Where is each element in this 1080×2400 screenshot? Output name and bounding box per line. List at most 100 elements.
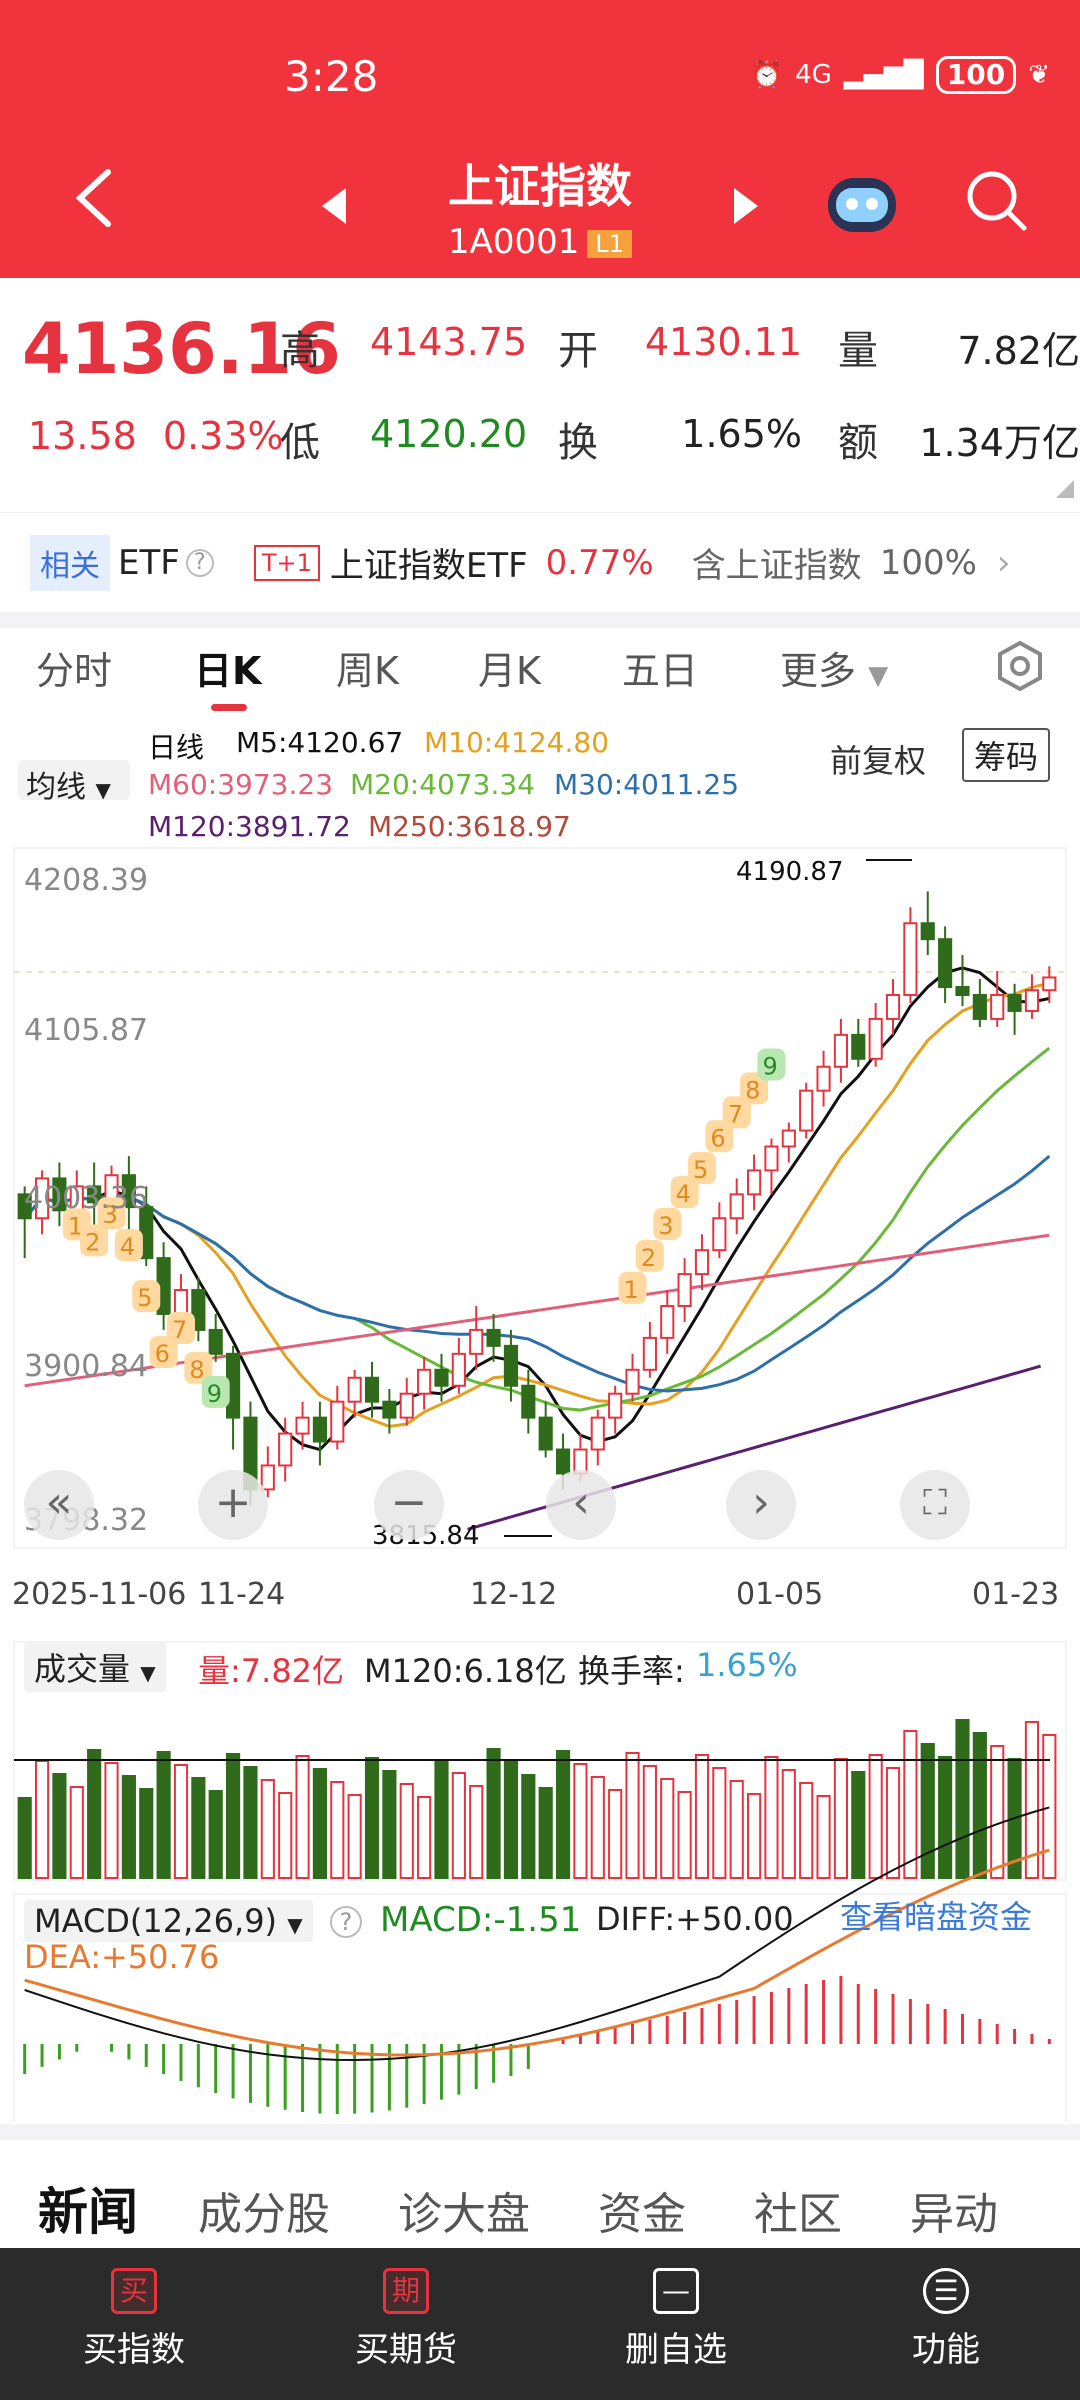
tab-five-day[interactable]: 五日 bbox=[622, 649, 699, 693]
candle bbox=[434, 1368, 449, 1387]
volume-bar bbox=[469, 1785, 484, 1879]
t1-badge: T+1 bbox=[253, 544, 320, 581]
adjust-mode[interactable]: 前复权 bbox=[830, 742, 927, 780]
leaf-icon: ❦ bbox=[1028, 60, 1050, 90]
td-marker-number: 1 bbox=[68, 1212, 83, 1240]
td-marker-number: 7 bbox=[728, 1100, 743, 1128]
volume-bar bbox=[521, 1774, 536, 1879]
volume-bar bbox=[816, 1795, 831, 1879]
tab-intraday[interactable]: 分时 bbox=[36, 649, 113, 693]
rewind-button[interactable]: « bbox=[24, 1470, 94, 1540]
settings-icon[interactable] bbox=[994, 640, 1046, 692]
candle bbox=[469, 1328, 484, 1355]
candle bbox=[521, 1384, 536, 1419]
next-stock-icon[interactable] bbox=[732, 186, 762, 226]
stock-code-row: 1A0001 L1 bbox=[0, 222, 1080, 262]
td-marker-number: 4 bbox=[676, 1180, 691, 1208]
tab-weekly-k[interactable]: 周K bbox=[336, 649, 399, 693]
ma-line-label: 日线 bbox=[148, 731, 205, 764]
volume-selector[interactable]: 成交量 ▼ bbox=[24, 1642, 166, 1692]
buy-futures-button[interactable]: 期买期货 bbox=[306, 2262, 506, 2371]
candle bbox=[903, 922, 918, 996]
macd-help-icon[interactable]: ? bbox=[330, 1906, 362, 1938]
candle bbox=[642, 1336, 657, 1371]
volume-bar bbox=[69, 1786, 84, 1879]
fullscreen-button[interactable]: ⛶ bbox=[900, 1470, 970, 1540]
tab-monthly-k[interactable]: 月K bbox=[478, 649, 541, 693]
td-marker-bg bbox=[635, 1239, 664, 1272]
volume-bar bbox=[660, 1778, 675, 1879]
back-arrow-icon[interactable] bbox=[70, 168, 120, 228]
candle bbox=[451, 1352, 466, 1387]
stock-code: 1A0001 bbox=[447, 222, 580, 262]
td-marker-number: 6 bbox=[710, 1124, 725, 1152]
zoom-in-button[interactable]: + bbox=[198, 1470, 268, 1540]
tab-movement[interactable]: 异动 bbox=[910, 2189, 998, 2240]
buy-index-button[interactable]: 买买指数 bbox=[34, 2262, 234, 2371]
help-icon[interactable]: ? bbox=[185, 548, 214, 577]
prev-stock-icon[interactable] bbox=[318, 186, 348, 226]
candle bbox=[191, 1289, 206, 1331]
td-marker-number: 8 bbox=[189, 1356, 204, 1384]
tab-news[interactable]: 新闻 bbox=[38, 2183, 138, 2241]
high-marker: 4190.87 bbox=[736, 857, 844, 887]
y-label-4: 3900.84 bbox=[24, 1349, 148, 1384]
td-marker-bg bbox=[184, 1351, 213, 1384]
candle bbox=[833, 1033, 848, 1068]
volume-bar bbox=[417, 1796, 432, 1879]
zoom-out-button[interactable]: − bbox=[374, 1470, 444, 1540]
scroll-right-button[interactable]: › bbox=[726, 1470, 796, 1540]
volume-bar bbox=[955, 1719, 970, 1879]
td-marker-number: 7 bbox=[172, 1316, 187, 1344]
ma-selector[interactable]: 均线 ▼ bbox=[18, 760, 130, 805]
x-label-4: 01-05 bbox=[736, 1577, 823, 1612]
td-marker-number: 9 bbox=[762, 1053, 777, 1081]
signal-icon: ▂▄▆█ bbox=[843, 60, 924, 90]
related-etf-bar[interactable]: 相关 ETF ? T+1 上证指数ETF 0.77% 含上证指数 100% › bbox=[0, 512, 1080, 612]
tab-constituents[interactable]: 成分股 bbox=[198, 2189, 330, 2240]
chevron-right-icon: › bbox=[996, 542, 1011, 583]
x-label-1: 2025-11-06 bbox=[12, 1577, 186, 1612]
volume-bar bbox=[156, 1751, 171, 1879]
candle bbox=[503, 1344, 519, 1387]
candle bbox=[121, 1174, 136, 1209]
volume-bar bbox=[885, 1767, 901, 1879]
volume-bar bbox=[191, 1777, 206, 1879]
tab-community[interactable]: 社区 bbox=[754, 2189, 842, 2240]
ma5-line bbox=[23, 966, 1050, 1452]
volume-bar bbox=[208, 1790, 223, 1879]
expand-corner-icon[interactable] bbox=[1056, 480, 1074, 498]
remove-watchlist-button[interactable]: — 删自选 bbox=[576, 2262, 776, 2371]
macd-selector[interactable]: MACD(12,26,9) ▼ bbox=[24, 1900, 313, 1942]
open-value: 4130.11 bbox=[644, 320, 802, 364]
macd-dark-link[interactable]: 查看暗盘资金 bbox=[840, 1898, 1032, 1936]
chip-button[interactable]: 筹码 bbox=[962, 728, 1051, 782]
volume-label: 量 bbox=[838, 328, 878, 374]
scroll-left-button[interactable]: ‹ bbox=[546, 1470, 616, 1540]
candle bbox=[590, 1416, 605, 1451]
macd-panel-frame bbox=[13, 1893, 1067, 2122]
low-label: 低 bbox=[280, 420, 320, 466]
quote-panel: 4136.16 13.58 0.33% 高 4143.75 开 4130.11 … bbox=[0, 278, 1080, 510]
remove-icon: — bbox=[653, 2268, 699, 2314]
turnover-label: 换 bbox=[558, 420, 598, 466]
price-panel-frame bbox=[13, 847, 1067, 1549]
candle bbox=[938, 938, 953, 989]
robot-assistant-icon[interactable] bbox=[824, 170, 900, 236]
ma10-line bbox=[23, 981, 1050, 1428]
tab-daily-k[interactable]: 日K bbox=[194, 649, 262, 693]
ma30-label: M30:4011.25 bbox=[554, 768, 740, 801]
td-marker-bg bbox=[740, 1072, 769, 1105]
tab-diagnosis[interactable]: 诊大盘 bbox=[398, 2189, 530, 2240]
volume-bar bbox=[694, 1754, 710, 1879]
tab-underline bbox=[211, 704, 247, 711]
tab-more[interactable]: 更多 ▼ bbox=[780, 649, 889, 693]
candle bbox=[17, 1193, 32, 1220]
functions-button[interactable]: ☰ 功能 bbox=[846, 2262, 1046, 2371]
volume-bar bbox=[278, 1792, 293, 1879]
search-icon[interactable] bbox=[964, 168, 1028, 232]
tab-funds[interactable]: 资金 bbox=[598, 2189, 686, 2240]
candle bbox=[712, 1217, 727, 1252]
